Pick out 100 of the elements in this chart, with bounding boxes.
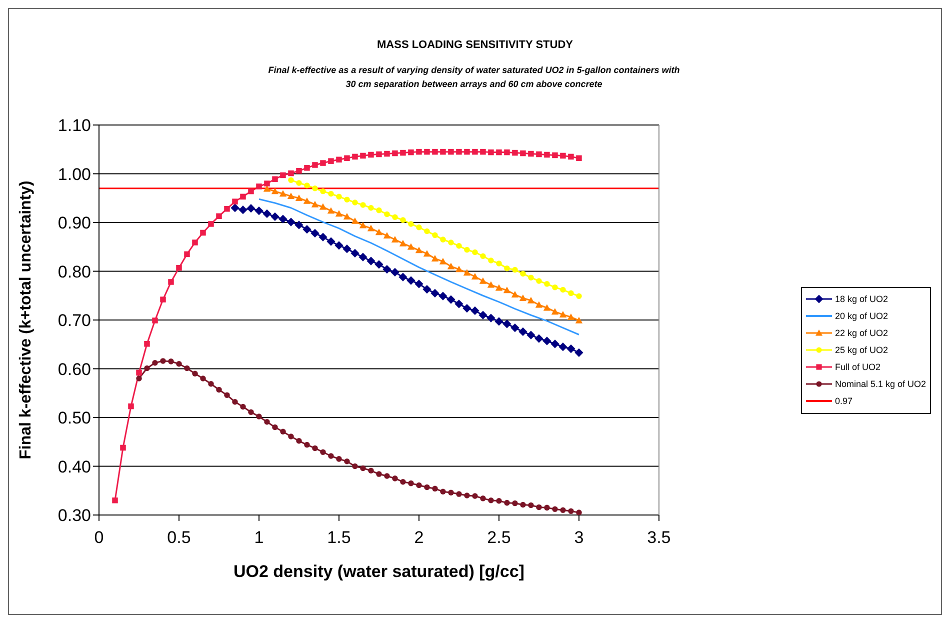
point [367, 224, 375, 232]
point [240, 194, 246, 200]
point [448, 148, 454, 155]
point [438, 292, 448, 300]
point [366, 256, 376, 266]
point [464, 492, 470, 498]
point [360, 465, 366, 472]
point [216, 213, 222, 220]
point [400, 478, 406, 485]
point [296, 180, 302, 186]
legend-label: 18 kg of UO2 [834, 294, 888, 304]
point [200, 376, 206, 382]
point [456, 148, 462, 155]
point [294, 220, 304, 230]
point [566, 344, 576, 353]
x-tick-label: 2.5 [487, 528, 511, 548]
point [320, 160, 326, 166]
x-axis-title: UO2 density (water saturated) [g/cc] [233, 562, 524, 581]
point [295, 194, 303, 202]
point [374, 260, 384, 269]
point [480, 496, 486, 502]
point [423, 250, 431, 257]
point [510, 324, 520, 332]
point [352, 154, 358, 160]
point [368, 152, 374, 158]
point [312, 445, 318, 452]
point [303, 197, 311, 204]
point [310, 229, 320, 238]
point [280, 172, 286, 178]
point [400, 150, 406, 156]
point [368, 468, 374, 474]
point [375, 228, 383, 236]
point [424, 148, 430, 155]
y-tick-label: 0.90 [58, 214, 91, 233]
point [256, 414, 262, 420]
point [312, 162, 318, 168]
point [254, 206, 264, 215]
x-tick-label: 0.5 [167, 528, 191, 548]
x-tick-label: 2 [414, 528, 424, 548]
legend-label: Full of UO2 [834, 362, 880, 372]
point [462, 304, 472, 312]
point [454, 300, 464, 308]
point [358, 253, 368, 262]
point [280, 428, 286, 435]
point [479, 277, 487, 284]
point [384, 473, 390, 479]
point [376, 471, 382, 477]
point [352, 463, 358, 470]
point [447, 262, 455, 270]
y-tick-label: 0.60 [58, 360, 91, 379]
point [256, 184, 262, 190]
point [480, 253, 486, 260]
point [272, 424, 278, 430]
point [343, 213, 351, 220]
point [518, 328, 528, 336]
point [528, 502, 534, 508]
point [336, 194, 342, 200]
point [544, 152, 550, 158]
point [439, 258, 447, 264]
point [270, 212, 280, 221]
point [176, 360, 182, 367]
point [136, 376, 142, 382]
point [144, 341, 150, 347]
point [334, 241, 344, 250]
point [248, 409, 254, 416]
point [326, 237, 336, 246]
point [424, 484, 430, 490]
point [568, 154, 574, 160]
point [319, 203, 327, 210]
point [559, 311, 567, 318]
point [456, 243, 462, 249]
y-tick-label: 0.80 [58, 262, 91, 282]
point [496, 149, 502, 156]
point [543, 304, 551, 311]
point [552, 506, 558, 512]
point [575, 316, 583, 324]
y-axis-title: Final k-effective (k+total uncertainty) [18, 180, 35, 460]
point [520, 150, 526, 156]
point [470, 306, 480, 315]
point [288, 177, 294, 183]
point [432, 232, 438, 238]
point [431, 254, 439, 262]
point [160, 358, 166, 364]
point [400, 217, 406, 223]
point [311, 200, 319, 208]
point [456, 491, 462, 497]
point [360, 202, 366, 208]
point [495, 284, 503, 291]
point [527, 296, 535, 304]
point [352, 200, 358, 206]
point [184, 251, 190, 258]
y-tick-label: 1.10 [58, 116, 91, 136]
point [415, 246, 423, 254]
point [455, 266, 463, 272]
point [440, 148, 446, 155]
point [432, 486, 438, 492]
x-tick-label: 3.5 [647, 528, 671, 548]
point [464, 148, 470, 155]
point [544, 504, 550, 511]
point [208, 380, 214, 387]
